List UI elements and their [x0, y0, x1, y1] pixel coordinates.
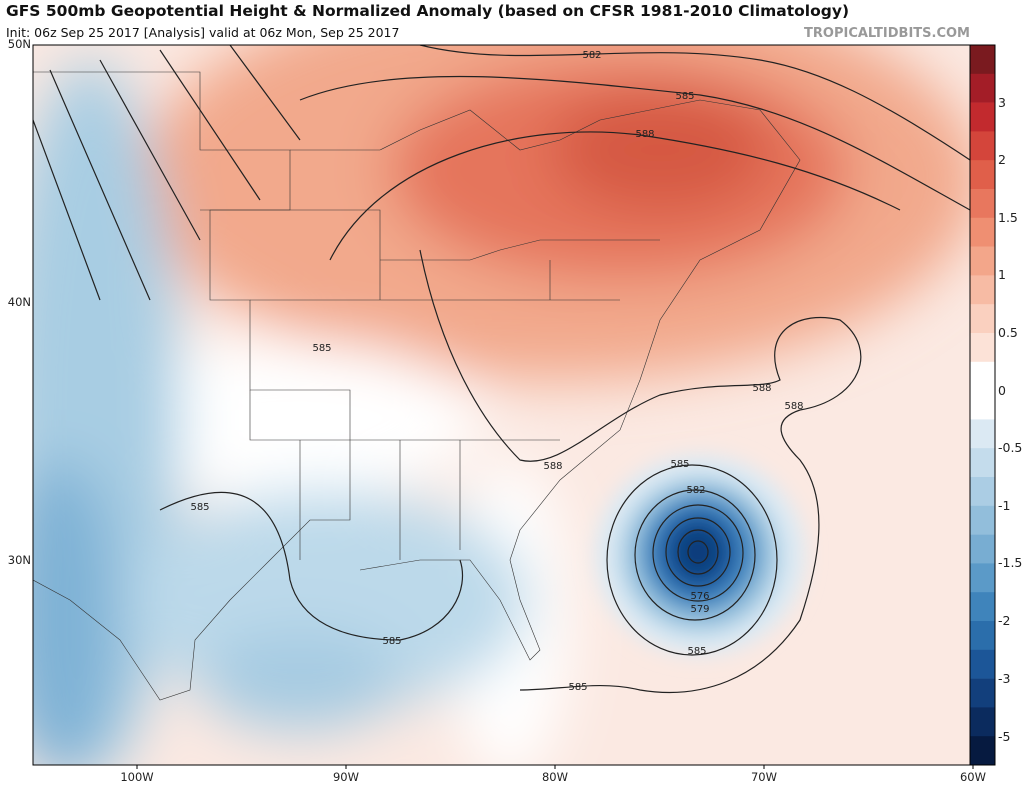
contour-label: 585 — [190, 502, 209, 513]
contour-label: 579 — [690, 604, 709, 615]
colorbar-swatch — [970, 246, 995, 276]
colorbar-swatch — [970, 189, 995, 219]
lat-label: 30N — [8, 553, 31, 567]
colorbar-swatch — [970, 390, 995, 420]
subtitle: Init: 06z Sep 25 2017 [Analysis] valid a… — [6, 25, 399, 40]
colorbar-swatch — [970, 678, 995, 708]
colorbar-label: -5 — [998, 729, 1010, 744]
lon-label: 70W — [751, 770, 777, 784]
colorbar-swatch — [970, 102, 995, 132]
contour-label: 585 — [382, 636, 401, 647]
colorbar-label: 1.5 — [998, 210, 1018, 225]
lon-label: 80W — [542, 770, 568, 784]
colorbar-label: 0 — [998, 383, 1006, 398]
colorbar-swatch — [970, 621, 995, 651]
contour-label: 585 — [568, 682, 587, 693]
lon-label: 100W — [120, 770, 153, 784]
colorbar-swatch — [970, 448, 995, 478]
colorbar-swatch — [970, 333, 995, 363]
contour-label: 588 — [635, 129, 654, 140]
contour-label: 585 — [670, 459, 689, 470]
contour-label: 582 — [582, 50, 601, 61]
colorbar-swatch — [970, 649, 995, 679]
colorbar-label: 1 — [998, 267, 1006, 282]
colorbar-swatch — [970, 73, 995, 103]
colorbar-swatch — [970, 477, 995, 507]
colorbar-swatch — [970, 160, 995, 190]
colorbar-label: 3 — [998, 95, 1006, 110]
colorbar-label: -0.5 — [998, 440, 1022, 455]
colorbar-label: -1.5 — [998, 555, 1022, 570]
colorbar-label: -3 — [998, 671, 1010, 686]
colorbar-swatch — [970, 304, 995, 334]
colorbar-label: 2 — [998, 152, 1006, 167]
colorbar-swatch — [970, 131, 995, 161]
axes: 50N 40N 30N 100W 90W 80W 70W 60W — [8, 37, 986, 784]
colorbar-swatch — [970, 534, 995, 564]
colorbar-label: -2 — [998, 613, 1010, 628]
lat-label: 50N — [8, 37, 31, 51]
colorbar-swatch — [970, 217, 995, 247]
colorbar-swatch — [970, 736, 995, 766]
lat-label: 40N — [8, 295, 31, 309]
lon-label: 60W — [960, 770, 986, 784]
contour-label: 588 — [543, 461, 562, 472]
contour-label: 582 — [686, 485, 705, 496]
colorbar-swatch — [970, 419, 995, 449]
contour-label: 588 — [752, 383, 771, 394]
colorbar-swatch — [970, 707, 995, 737]
contour-label: 585 — [312, 343, 331, 354]
colorbar-swatch — [970, 505, 995, 535]
colorbar-swatch — [970, 275, 995, 305]
colorbar-swatch — [970, 592, 995, 622]
colorbar: 3 2 1.5 1 0.5 0 -0.5 -1 -1.5 -2 -3 -5 — [969, 44, 1022, 766]
map-field — [33, 45, 970, 765]
contour-label: 585 — [687, 646, 706, 657]
colorbar-swatch — [970, 45, 995, 75]
colorbar-frame — [969, 44, 996, 766]
contour-label: 576 — [690, 591, 709, 602]
title: GFS 500mb Geopotential Height & Normaliz… — [6, 2, 849, 20]
lon-label: 90W — [333, 770, 359, 784]
contour-label: 588 — [784, 401, 803, 412]
colorbar-label: 0.5 — [998, 325, 1018, 340]
contour-label: 585 — [675, 91, 694, 102]
colorbar-swatch — [970, 361, 995, 391]
colorbar-swatch — [970, 563, 995, 593]
contour-labels: 582 585 588 585 588 588 588 585 582 576 … — [312, 50, 803, 693]
colorbar-label: -1 — [998, 498, 1010, 513]
credit: TROPICALTIDBITS.COM — [804, 26, 970, 41]
